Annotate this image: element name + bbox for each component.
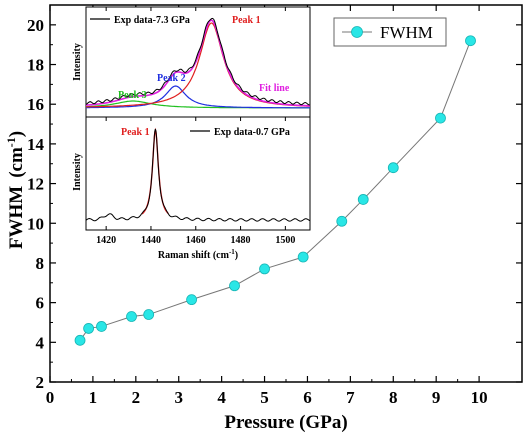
x-tick-label: 2 — [132, 388, 141, 407]
fwhm-data-point — [336, 215, 348, 227]
y-axis-ticks: 2 4 6 8 10 12 14 16 18 20 — [27, 16, 522, 392]
inset-x-tick-label: 1480 — [231, 235, 251, 246]
y-axis-title-sup: -1 — [4, 137, 18, 147]
inset-frame — [85, 6, 311, 231]
x-axis-title: Pressure (GPa) — [224, 412, 347, 433]
y-axis-title-unit: (cm — [6, 147, 27, 178]
x-tick-label: 5 — [260, 388, 269, 407]
inset-x-tick-label: 1420 — [96, 235, 116, 246]
inset-x-title-close: ) — [235, 250, 238, 261]
y-tick-label: 8 — [36, 254, 45, 273]
inset-top-fit-line — [85, 19, 311, 107]
y-tick-label: 2 — [36, 373, 45, 392]
inset-bottom-legend-label: Exp data-0.7 GPa — [214, 127, 290, 138]
x-tick-label: 8 — [389, 388, 398, 407]
inset-bottom-ylabel: Intensity — [72, 153, 83, 191]
y-tick-label: 12 — [27, 175, 44, 194]
fwhm-data-point — [465, 35, 476, 47]
fwhm-data-point — [96, 321, 107, 332]
x-tick-label: 9 — [432, 388, 441, 407]
inset-x-axis-ticks: 1420 1440 1460 1480 1500 — [96, 7, 295, 246]
inset-top-fit-label: Fit line — [259, 83, 290, 94]
fwhm-data-point — [229, 280, 240, 292]
legend-label: FWHM — [380, 23, 433, 42]
inset-top-peak1-label: Peak 1 — [232, 15, 261, 26]
x-tick-label: 6 — [303, 388, 312, 407]
inset-top-ylabel: Intensity — [72, 43, 83, 81]
fwhm-data-point — [435, 112, 446, 124]
inset-x-tick-label: 1500 — [275, 235, 295, 246]
inset-top-peak3-label: Peak 3 — [118, 90, 147, 101]
fwhm-data-point — [74, 334, 86, 346]
fwhm-data-point — [186, 294, 198, 306]
y-tick-label: 16 — [27, 95, 44, 114]
inset-x-axis-title: Raman shift (cm-1) — [158, 248, 238, 261]
fwhm-data-point — [83, 323, 95, 334]
inset-top-peak2-label: Peak 2 — [157, 73, 186, 84]
fwhm-data-point — [357, 194, 369, 205]
y-tick-label: 18 — [27, 56, 44, 75]
inset-bottom-peak1-label: Peak 1 — [121, 127, 150, 138]
fwhm-data-point — [126, 311, 137, 322]
y-tick-label: 14 — [27, 135, 45, 154]
inset-x-title-sup: -1 — [229, 248, 235, 256]
y-axis-title-close: ) — [6, 131, 27, 137]
inset-top-peak2-curve — [86, 85, 310, 109]
legend-marker-swatch — [351, 26, 363, 38]
legend: FWHM — [333, 17, 447, 47]
y-tick-label: 4 — [36, 333, 45, 352]
inset-bottom-exp-data — [85, 128, 311, 222]
x-tick-label: 0 — [46, 388, 55, 407]
fwhm-data-point — [259, 263, 270, 275]
inset-x-title-main: Raman shift (cm — [158, 250, 230, 261]
x-tick-label: 1 — [89, 388, 98, 407]
inset-top-legend-label: Exp data-7.3 GPa — [114, 15, 190, 26]
y-tick-label: 10 — [27, 214, 44, 233]
fwhm-series-points — [74, 35, 476, 346]
inset: Intensity Exp data-7.3 GPa Peak 1 Peak 2… — [72, 6, 311, 261]
x-tick-label: 10 — [471, 388, 488, 407]
fwhm-data-point — [297, 251, 309, 263]
fwhm-data-point — [387, 162, 399, 174]
x-tick-label: 3 — [174, 388, 183, 407]
y-axis-title: FWHM (cm-1) — [4, 131, 27, 249]
x-tick-label: 4 — [217, 388, 226, 407]
inset-bottom-panel: Intensity Exp data-0.7 GPa Peak 1 1420 14… — [72, 7, 311, 261]
y-axis-title-main: FWHM — [6, 186, 27, 249]
x-tick-label: 7 — [346, 388, 355, 407]
inset-x-tick-label: 1440 — [141, 235, 161, 246]
inset-top-panel: Intensity Exp data-7.3 GPa Peak 1 Peak 2… — [72, 15, 311, 109]
y-tick-label: 6 — [36, 294, 45, 313]
fwhm-data-point — [143, 309, 155, 320]
y-tick-label: 20 — [27, 16, 44, 35]
inset-top-exp-data — [85, 17, 311, 106]
inset-x-tick-label: 1460 — [186, 235, 206, 246]
